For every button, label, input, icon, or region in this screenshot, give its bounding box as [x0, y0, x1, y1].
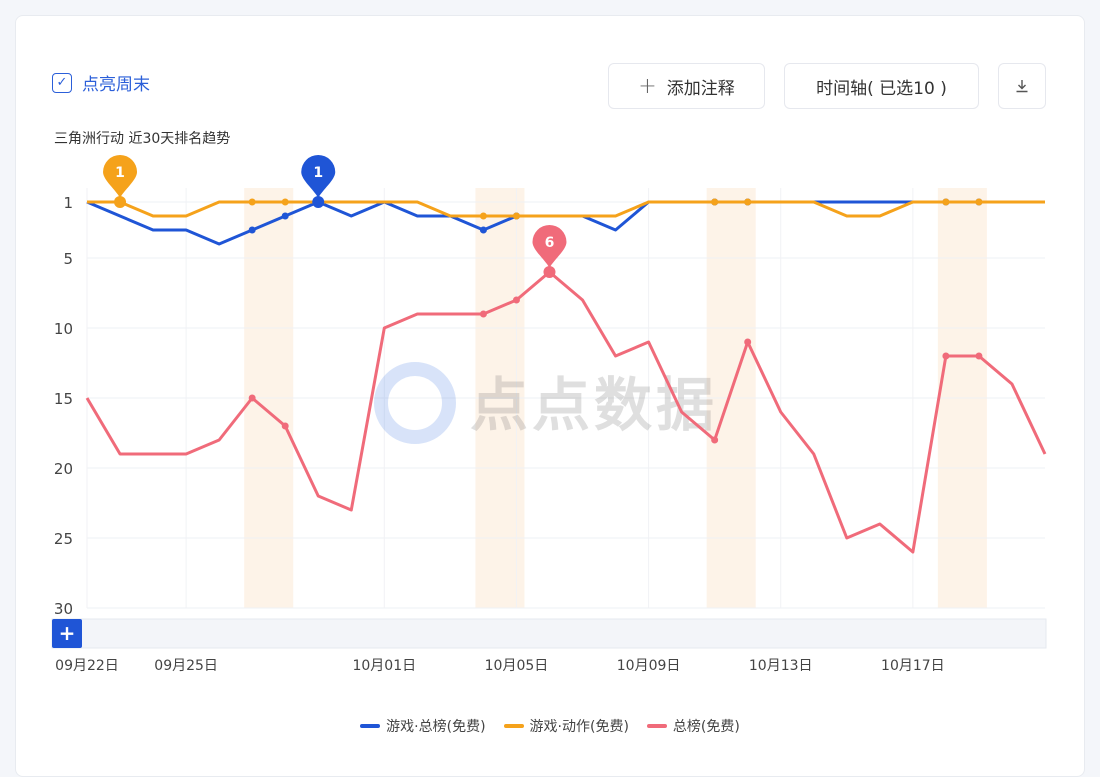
y-tick-label: 15 [54, 390, 73, 408]
plus-icon: + [59, 621, 76, 645]
chart-title: 三角洲行动 近30天排名趋势 [54, 131, 231, 147]
x-tick-label: 10月05日 [485, 658, 549, 674]
timeline-label: 时间轴( 已选10 ) [816, 78, 947, 99]
data-point [744, 338, 752, 346]
marker-label: 1 [313, 165, 323, 181]
data-point [942, 352, 950, 360]
legend-item-overall[interactable]: 总榜(免费) [646, 716, 740, 736]
checkbox-checked-icon: ✓ [52, 72, 72, 93]
legend-swatch [646, 724, 667, 728]
watermark-icon [374, 362, 456, 444]
y-tick-label: 25 [54, 530, 73, 548]
data-point [512, 296, 520, 304]
data-point [975, 198, 983, 206]
add-note-label: 添加注释 [666, 78, 735, 99]
marker-label: 6 [545, 235, 555, 251]
x-tick-label: 10月01日 [352, 658, 416, 674]
x-tick-label: 09月22日 [55, 658, 119, 674]
x-tick-label: 10月09日 [617, 658, 681, 674]
legend-label: 游戏·总榜(免费) [386, 719, 486, 735]
data-point [711, 436, 719, 444]
marker-point [543, 266, 556, 278]
legend-label: 游戏·动作(免费) [529, 719, 629, 735]
chart-card [15, 15, 1085, 777]
data-point [248, 394, 256, 402]
legend-item-game-overall[interactable]: 游戏·总榜(免费) [360, 716, 486, 736]
y-tick-label: 10 [54, 320, 73, 338]
series-line [85, 270, 1047, 554]
timeline-button[interactable]: 时间轴( 已选10 ) [784, 63, 979, 109]
data-point [512, 212, 520, 220]
highlight-weekend-label: 点亮周末 [82, 75, 150, 95]
data-point [744, 198, 752, 206]
watermark-logo: 点点数据 [374, 362, 718, 444]
data-point [248, 226, 256, 234]
marker-pin-icon [532, 225, 567, 268]
data-point [281, 198, 289, 206]
x-tick-label: 10月17日 [881, 658, 945, 674]
x-tick-label: 10月13日 [749, 658, 813, 674]
legend-label: 总榜(免费) [672, 719, 740, 735]
x-tick-label: 09月25日 [154, 658, 218, 674]
data-point [479, 212, 487, 220]
add-note-button[interactable]: + 添加注释 [608, 63, 765, 109]
y-tick-label: 5 [63, 250, 73, 268]
download-button[interactable] [998, 63, 1046, 109]
y-tick-label: 20 [54, 460, 73, 478]
marker-pin-icon [301, 155, 336, 198]
watermark-text: 点点数据 [470, 371, 718, 439]
marker-label: 1 [115, 165, 125, 181]
data-point [975, 352, 983, 360]
data-point [281, 422, 289, 430]
highlight-weekend-checkbox[interactable]: ✓ 点亮周末 [52, 70, 150, 95]
marker-pin-icon [103, 155, 138, 198]
plus-icon: + [638, 73, 657, 99]
series-line [87, 200, 1045, 218]
data-point [479, 310, 487, 318]
legend-swatch [503, 724, 524, 728]
data-point [711, 198, 719, 206]
data-point [248, 198, 256, 206]
download-icon [1016, 80, 1028, 93]
data-point [479, 226, 487, 234]
marker-point [114, 196, 127, 208]
legend-item-game-action[interactable]: 游戏·动作(免费) [503, 716, 629, 736]
legend: 游戏·总榜(免费) 游戏·动作(免费) 总榜(免费) [0, 716, 1100, 736]
marker-point [312, 196, 325, 208]
data-point [281, 212, 289, 220]
y-tick-label: 1 [63, 194, 73, 212]
y-tick-label: 30 [54, 600, 73, 618]
timeline-navigator [51, 618, 1047, 649]
legend-swatch [360, 724, 381, 728]
data-point [942, 198, 950, 206]
navigator-expand-button[interactable] [52, 619, 82, 648]
